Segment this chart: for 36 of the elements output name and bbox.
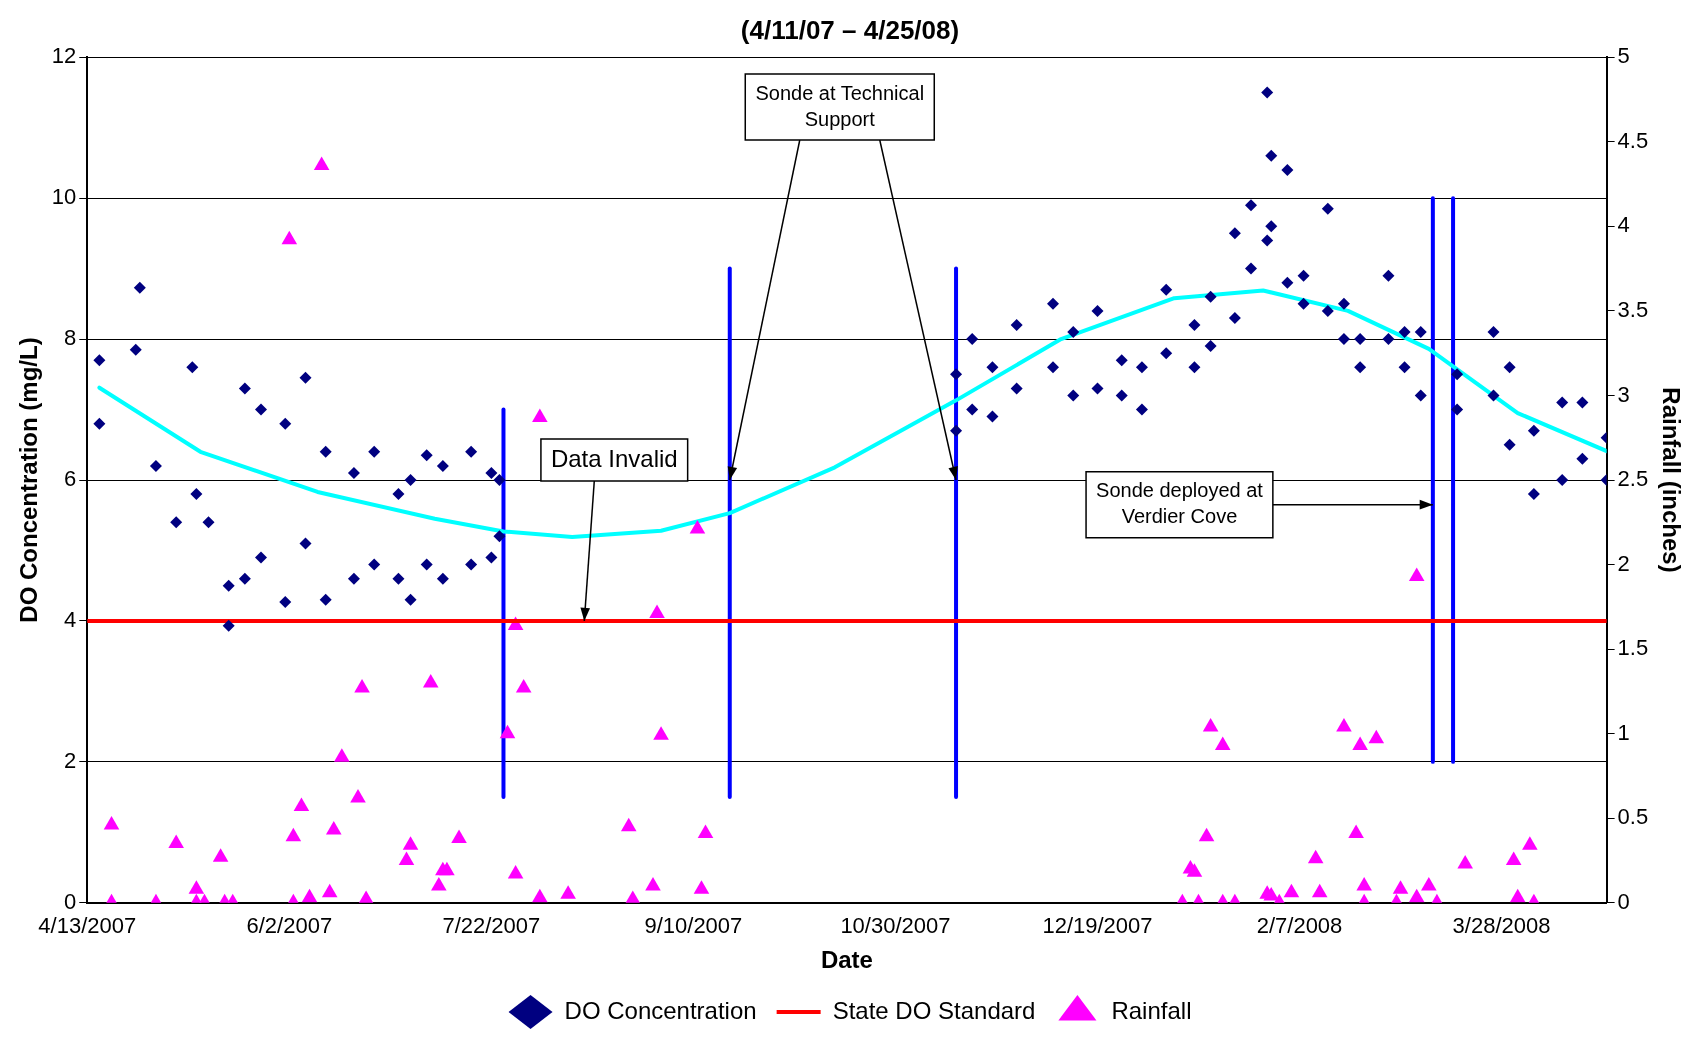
- y2-tick-label: 0.5: [1617, 804, 1649, 830]
- x-tick-label: 9/10/2007: [644, 913, 743, 939]
- y-tick-label: 10: [51, 184, 77, 210]
- x-tick-label: 6/2/2007: [246, 913, 333, 939]
- y-tick-label: 4: [64, 607, 77, 632]
- y-axis-title: DO Concentration (mg/L): [15, 337, 43, 623]
- y-tick-label: 2: [64, 747, 77, 773]
- y2-tick-label: 4.5: [1617, 127, 1649, 153]
- y-tick-label: 0: [64, 888, 77, 914]
- y2-tick-label: 1: [1617, 719, 1630, 745]
- x-tick-label: 2/7/2008: [1256, 913, 1343, 939]
- x-tick-label: 12/19/2007: [1042, 913, 1153, 939]
- legend-label: State DO Standard: [832, 996, 1036, 1024]
- x-tick-label: 10/30/2007: [840, 913, 951, 939]
- annotation: Sonde deployed at Verdier Cove: [1096, 479, 1264, 528]
- x-axis-title: Date: [820, 946, 873, 974]
- y2-tick-label: 1.5: [1617, 635, 1649, 661]
- y2-tick-label: 3: [1617, 381, 1630, 407]
- x-tick-label: 3/28/2008: [1452, 913, 1551, 939]
- legend-label: Rainfall: [1111, 996, 1192, 1024]
- chart-title: (4/11/07 – 4/25/08): [740, 14, 960, 45]
- y-tick-label: 8: [64, 325, 77, 351]
- x-tick-label: 7/22/2007: [442, 913, 541, 939]
- y2-tick-label: 3.5: [1617, 296, 1649, 322]
- y-tick-label: 12: [51, 43, 77, 69]
- y2-tick-label: 4: [1617, 212, 1630, 238]
- legend-label: DO Concentration: [564, 996, 757, 1024]
- y2-tick-label: 0: [1617, 888, 1630, 914]
- y2-axis-title: Rainfall (inches): [1657, 387, 1685, 573]
- x-tick-label: 4/13/2007: [38, 913, 137, 939]
- y2-tick-label: 2: [1617, 550, 1630, 576]
- annotation: Data Invalid: [550, 444, 678, 472]
- y2-tick-label: 2.5: [1617, 466, 1649, 492]
- y-tick-label: 6: [64, 466, 77, 492]
- y2-tick-label: 5: [1617, 43, 1630, 69]
- annotation: Sonde at Technical Support: [755, 81, 925, 130]
